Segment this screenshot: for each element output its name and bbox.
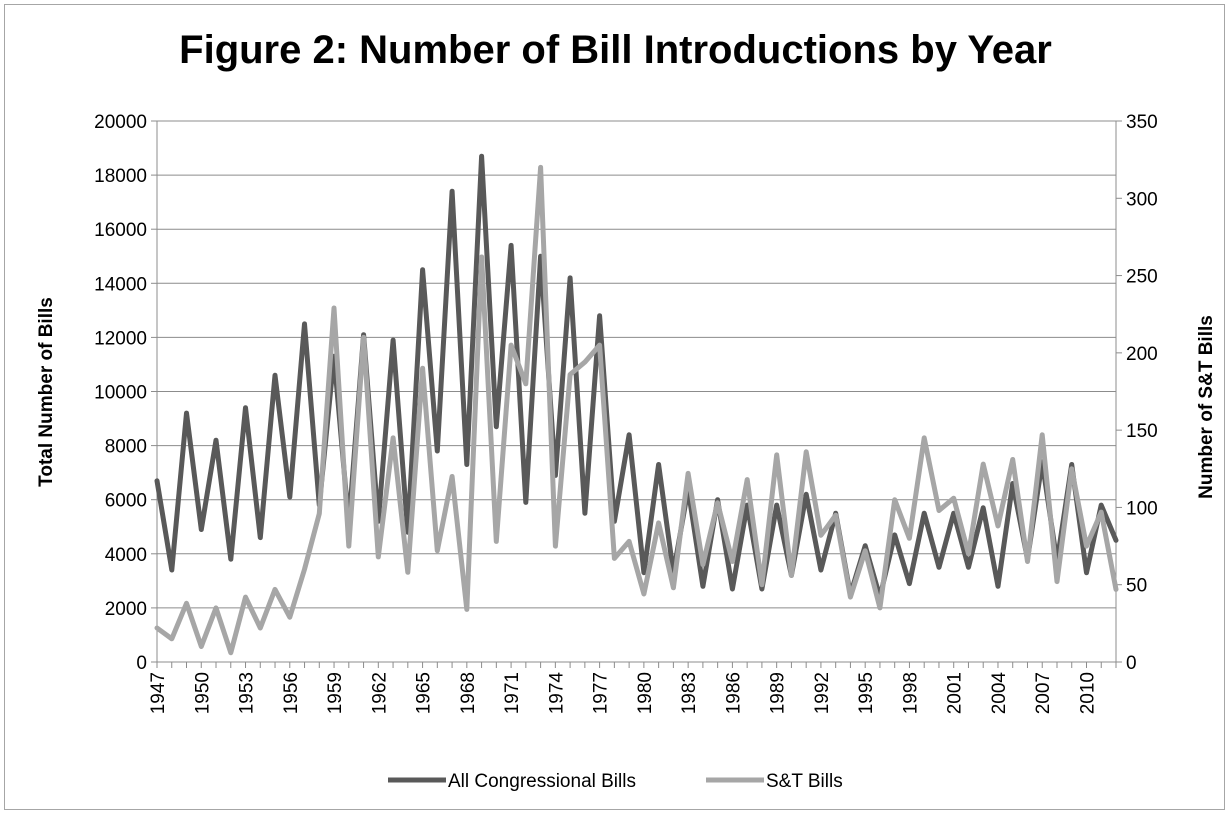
gridlines [157,120,1116,609]
legend-label-st-bills: S&T Bills [766,771,843,792]
right-tick-label: 250 [1126,267,1158,288]
left-tick-label: 6000 [105,491,147,512]
left-tick-label: 2000 [105,599,147,620]
left-tick-label: 0 [136,653,147,674]
series-lines [154,153,1119,656]
legend: All Congressional Bills S&T Bills [388,771,843,792]
x-tick-label: 1971 [502,672,523,714]
x-tick-label: 2001 [945,672,966,714]
x-tick-label: 2004 [989,672,1010,715]
x-tick-label: 1977 [591,672,612,714]
left-tick-label: 8000 [105,437,147,458]
left-tick-label: 12000 [94,328,147,349]
left-tick-label: 18000 [94,166,147,187]
x-tick-label: 1965 [414,672,435,714]
left-tick-label: 20000 [94,112,147,133]
left-tick-label: 16000 [94,220,147,241]
chart-title: Figure 2: Number of Bill Introductions b… [179,28,1052,72]
right-tick-label: 150 [1126,421,1158,442]
chart-frame [4,4,1225,810]
left-axis-tick-labels: 0 2000 4000 6000 8000 10000 12000 14000 16000 180… [94,112,147,674]
y-axis-title: Total Number of Bills [36,297,57,487]
x-tick-label: 1992 [812,672,833,714]
x-tick-label: 1989 [768,672,789,714]
x-tick-label: 1962 [369,672,390,714]
right-tick-label: 50 [1126,576,1147,597]
left-tick-label: 4000 [105,545,147,566]
x-tick-label: 1956 [281,672,302,714]
x-tick-label: 1950 [192,672,213,714]
y2-axis-title: Number of S&T Bills [1196,315,1217,499]
x-tick-label: 1968 [458,672,479,714]
left-tick-label: 14000 [94,274,147,295]
x-tick-label: 1995 [856,672,877,714]
x-axis-tick-labels: 1947 1950 1953 1956 1959 1962 1965 1968 1971 1974… [148,672,1098,715]
x-tick-label: 1983 [679,672,700,714]
right-tick-label: 350 [1126,112,1158,133]
x-tick-label: 1980 [635,672,656,714]
x-tick-label: 1986 [723,672,744,714]
legend-label-all-bills: All Congressional Bills [448,771,636,792]
axes [151,120,1122,668]
right-tick-label: 300 [1126,189,1158,210]
x-tick-label: 1959 [325,672,346,714]
right-tick-label: 100 [1126,498,1158,519]
x-tick-label: 2010 [1077,672,1098,714]
right-axis-tick-labels: 0 50 100 150 200 250 300 350 [1126,112,1158,674]
right-tick-label: 200 [1126,344,1158,365]
x-tick-label: 1947 [148,672,169,714]
series-line-all-bills [154,153,1119,600]
x-tick-label: 1953 [237,672,258,714]
left-tick-label: 10000 [94,383,147,404]
x-tick-label: 1998 [900,672,921,714]
x-tick-label: 2007 [1033,672,1054,714]
x-tick-label: 1974 [546,672,567,715]
right-tick-label: 0 [1126,653,1137,674]
series-line-st-bills [154,164,1119,656]
